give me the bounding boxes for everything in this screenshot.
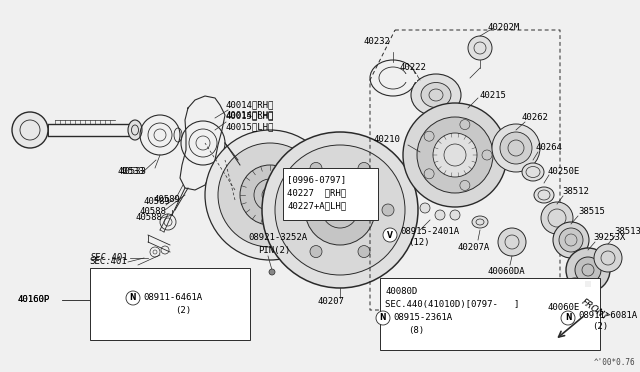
Circle shape [435, 210, 445, 220]
Text: 38513: 38513 [614, 228, 640, 237]
Text: ^'00*0.76: ^'00*0.76 [593, 358, 635, 367]
Text: (8): (8) [408, 326, 424, 334]
Circle shape [310, 163, 322, 174]
Text: 40222: 40222 [400, 64, 427, 73]
Text: 40589: 40589 [143, 198, 170, 206]
Text: [0996-0797]: [0996-0797] [287, 176, 346, 185]
Circle shape [305, 175, 375, 245]
Ellipse shape [472, 216, 488, 228]
Text: 08915-2361A: 08915-2361A [393, 314, 452, 323]
Text: 08911-6461A: 08911-6461A [143, 294, 202, 302]
Text: FRONT: FRONT [580, 298, 610, 323]
Circle shape [286, 204, 298, 216]
Circle shape [126, 291, 140, 305]
Circle shape [559, 228, 583, 252]
Circle shape [275, 145, 405, 275]
Circle shape [240, 165, 300, 225]
Text: 40202M: 40202M [488, 22, 520, 32]
Text: 40588: 40588 [140, 208, 167, 217]
Circle shape [383, 228, 397, 242]
Circle shape [594, 244, 622, 272]
Text: 40015〈LH〉: 40015〈LH〉 [226, 122, 275, 131]
Text: SEC.401: SEC.401 [89, 257, 127, 266]
Circle shape [566, 248, 610, 292]
Circle shape [382, 204, 394, 216]
Text: 40227+A〈LH〉: 40227+A〈LH〉 [287, 202, 346, 211]
Circle shape [262, 132, 418, 288]
Text: 40207A: 40207A [458, 244, 490, 253]
Text: (2): (2) [175, 305, 191, 314]
Text: 40264: 40264 [535, 144, 562, 153]
Text: 08921-3252A: 08921-3252A [248, 234, 307, 243]
Text: N: N [564, 314, 572, 323]
Circle shape [500, 132, 532, 164]
Text: 40080D: 40080D [385, 288, 417, 296]
Circle shape [218, 143, 322, 247]
Circle shape [12, 112, 48, 148]
Text: 40533: 40533 [120, 167, 147, 176]
Text: 40589: 40589 [153, 196, 180, 205]
Text: 40227  〈RH〉: 40227 〈RH〉 [287, 189, 346, 198]
Text: 08911-6081A: 08911-6081A [578, 311, 637, 321]
Circle shape [433, 133, 477, 177]
Circle shape [420, 203, 430, 213]
Circle shape [310, 246, 322, 257]
Text: 40014〈RH〉: 40014〈RH〉 [225, 100, 273, 109]
Ellipse shape [522, 163, 544, 181]
Bar [380, 278, 600, 350]
Text: (12): (12) [408, 238, 429, 247]
Text: SEC.440(41010D)[0797-   ]: SEC.440(41010D)[0797- ] [385, 301, 520, 310]
Text: N: N [380, 314, 387, 323]
Ellipse shape [128, 120, 142, 140]
Ellipse shape [534, 187, 554, 203]
Text: 40060DA: 40060DA [488, 267, 525, 276]
Circle shape [205, 130, 335, 260]
Bar [405, 74, 417, 82]
Text: 40250E: 40250E [547, 167, 579, 176]
Bar [90, 268, 250, 340]
Text: 40588: 40588 [135, 214, 162, 222]
Text: 40160P: 40160P [18, 295, 51, 305]
Circle shape [468, 36, 492, 60]
Text: 40014〈RH〉: 40014〈RH〉 [226, 110, 275, 119]
Circle shape [403, 103, 507, 207]
Circle shape [553, 222, 589, 258]
Ellipse shape [411, 74, 461, 116]
Circle shape [498, 228, 526, 256]
Circle shape [561, 311, 575, 325]
Text: (2): (2) [592, 323, 608, 331]
Text: 08915-2401A: 08915-2401A [400, 228, 459, 237]
Circle shape [541, 202, 573, 234]
Text: 38515: 38515 [578, 208, 605, 217]
Text: 40207: 40207 [318, 298, 345, 307]
Text: 40210: 40210 [373, 135, 400, 144]
Text: N: N [130, 294, 136, 302]
Circle shape [269, 269, 275, 275]
Circle shape [358, 246, 370, 257]
Text: SEC.401: SEC.401 [90, 253, 127, 263]
Text: 40215: 40215 [479, 90, 506, 99]
Text: 39253X: 39253X [593, 234, 625, 243]
Circle shape [376, 311, 390, 325]
Text: 40533: 40533 [118, 167, 145, 176]
Text: 40262: 40262 [522, 113, 549, 122]
Circle shape [563, 278, 587, 302]
Ellipse shape [421, 83, 451, 108]
Text: 40015〈LH〉: 40015〈LH〉 [225, 112, 273, 121]
Circle shape [492, 124, 540, 172]
Text: 40160P: 40160P [18, 295, 51, 305]
Circle shape [417, 117, 493, 193]
Text: PIN(2): PIN(2) [258, 246, 291, 254]
Text: 40060E: 40060E [548, 304, 580, 312]
Text: V: V [387, 231, 393, 240]
Text: 38512: 38512 [562, 187, 589, 196]
Circle shape [461, 105, 475, 119]
Circle shape [450, 210, 460, 220]
Bar [283, 168, 378, 220]
Circle shape [358, 163, 370, 174]
Text: 40232: 40232 [363, 38, 390, 46]
Circle shape [575, 257, 601, 283]
Bar [585, 281, 591, 287]
